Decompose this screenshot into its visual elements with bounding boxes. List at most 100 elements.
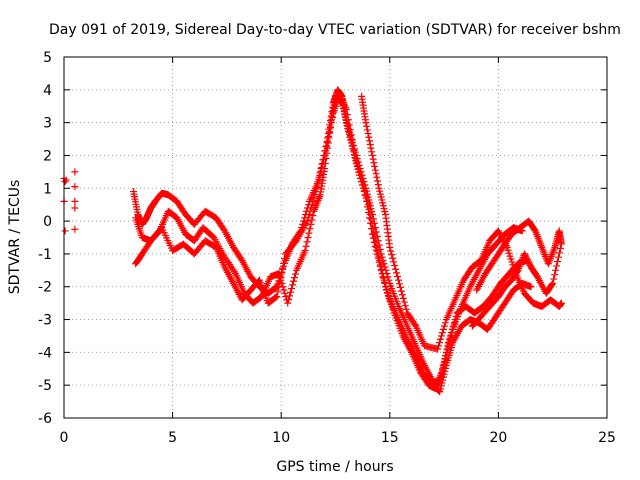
data-point <box>366 219 374 227</box>
y-tick-label: 1 <box>43 181 52 197</box>
data-point <box>305 229 313 237</box>
data-point <box>303 238 311 246</box>
data-point <box>348 136 356 144</box>
plot-frame <box>63 56 608 419</box>
data-point <box>438 329 446 337</box>
data-point <box>342 106 350 114</box>
series-6 <box>468 217 565 330</box>
data-point <box>349 141 357 149</box>
data-point <box>301 247 309 255</box>
data-point <box>347 131 355 139</box>
data-point <box>306 207 314 215</box>
data-point <box>323 142 331 150</box>
data-point <box>274 288 282 296</box>
series-1 <box>60 168 79 235</box>
data-point <box>290 274 298 282</box>
data-point <box>343 111 351 119</box>
data-point <box>374 237 382 245</box>
data-point <box>374 181 382 189</box>
y-tick-label: -5 <box>38 378 52 394</box>
data-point <box>350 146 358 154</box>
data-point <box>353 158 361 166</box>
data-point <box>277 274 285 282</box>
data-point <box>366 141 374 149</box>
data-point <box>291 238 299 246</box>
data-point <box>366 137 374 145</box>
data-point <box>386 243 394 251</box>
data-point <box>401 302 409 310</box>
data-point <box>363 122 371 130</box>
data-point <box>440 322 448 330</box>
y-tick-label: -3 <box>38 313 52 329</box>
data-point <box>365 208 373 216</box>
data-point <box>71 197 79 205</box>
data-point <box>327 118 335 126</box>
data-point <box>281 289 289 297</box>
series-5 <box>358 92 565 353</box>
data-point <box>389 254 397 262</box>
data-point <box>272 293 280 301</box>
data-point <box>554 253 562 261</box>
y-tick-label: 3 <box>43 116 52 132</box>
data-point <box>346 132 354 140</box>
data-point <box>383 286 391 294</box>
data-point <box>555 249 563 257</box>
data-point <box>356 168 364 176</box>
y-tick-label: 2 <box>43 148 52 164</box>
data-point <box>372 170 380 178</box>
data-point <box>366 214 374 222</box>
data-point <box>379 256 387 264</box>
data-point <box>393 269 401 277</box>
data-point <box>434 345 442 353</box>
axis-ticks <box>63 56 608 419</box>
data-point <box>326 123 334 131</box>
x-tick-label: 0 <box>60 430 69 446</box>
data-point <box>550 275 558 283</box>
data-point <box>285 295 293 303</box>
data-point <box>307 220 315 228</box>
x-tick-label: 20 <box>489 430 507 446</box>
data-point <box>360 181 368 189</box>
data-point <box>316 172 324 180</box>
data-point <box>311 191 319 199</box>
data-point <box>384 289 392 297</box>
data-point <box>368 230 376 238</box>
data-point <box>352 155 360 163</box>
data-point <box>305 211 313 219</box>
data-point <box>394 273 402 281</box>
data-point <box>368 148 376 156</box>
data-point <box>363 126 371 134</box>
y-tick-label: -4 <box>38 345 52 361</box>
x-tick-label: 25 <box>598 430 616 446</box>
data-point <box>378 270 386 278</box>
data-point <box>363 197 371 205</box>
data-point <box>399 294 407 302</box>
data-point <box>436 339 444 347</box>
data-point <box>315 176 323 184</box>
data-point <box>372 246 380 254</box>
data-point <box>288 285 296 293</box>
data-point <box>320 155 328 163</box>
data-point <box>71 183 79 191</box>
data-point <box>346 126 354 134</box>
data-point <box>382 283 390 291</box>
x-tick-labels: 0 5 10 15 20 25 <box>60 430 616 446</box>
data-point <box>308 201 316 209</box>
data-point <box>371 162 379 170</box>
data-point <box>289 281 297 289</box>
data-point <box>281 255 289 263</box>
data-point <box>312 188 320 196</box>
data-point <box>345 121 353 129</box>
data-point <box>357 171 365 179</box>
data-point <box>527 283 535 291</box>
data-point <box>313 184 321 192</box>
data-point <box>388 251 396 259</box>
data-point <box>287 288 295 296</box>
data-point <box>368 151 376 159</box>
y-tick-label: -2 <box>38 280 52 296</box>
x-axis-label: GPS time / hours <box>276 459 393 475</box>
y-tick-labels: -6 -5 -4 -3 -2 -1 0 1 2 3 4 5 <box>38 50 52 427</box>
data-point <box>373 250 381 258</box>
data-point <box>370 238 378 246</box>
data-point <box>468 322 476 330</box>
